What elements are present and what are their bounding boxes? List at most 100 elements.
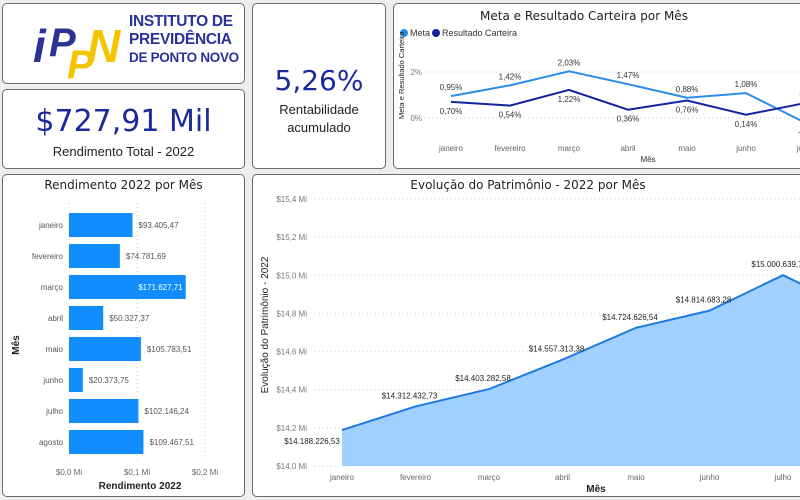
patrimonio-y-tick: $15,4 Mi: [276, 195, 307, 204]
patrimonio-data-label: $14.557.313,38: [529, 345, 585, 354]
rentabilidade-card[interactable]: 5,26% Rentabilidade acumulado: [252, 3, 386, 169]
bar-data-label: $50.327,37: [109, 314, 150, 323]
meta-data-label: -0,2: [798, 128, 800, 137]
meta-y-tick: 0%: [410, 114, 422, 123]
patrimonio-area-chart: Evolução do Patrimônio - 2022 Mês $14,0 …: [260, 195, 800, 495]
logo-letter-i: i: [33, 20, 47, 72]
patrimonio-x-tick: abril: [555, 473, 570, 482]
bar[interactable]: [69, 337, 141, 361]
patrimonio-data-label: $14.724.626,54: [602, 313, 658, 322]
logo-line-2: PREVIDÊNCIA: [129, 31, 232, 48]
bar-category-label: julho: [45, 407, 63, 416]
patrimonio-x-tick: janeiro: [329, 473, 355, 482]
bar-data-label: $105.783,51: [147, 345, 192, 354]
meta-y-axis-title: Meta e Resultado Carteira: [397, 31, 406, 119]
bar[interactable]: [69, 275, 186, 299]
logo-letter-p1: P: [49, 21, 76, 65]
bar-y-axis-title: Mês: [11, 335, 22, 355]
bar-x-axis-title: Rendimento 2022: [99, 481, 182, 492]
meta-data-label: 1,47%: [617, 71, 640, 80]
resultado-data-label: 0,14%: [735, 120, 758, 129]
patrimonio-x-tick: fevereiro: [400, 473, 432, 482]
patrimonio-x-tick: julho: [774, 473, 792, 482]
bar[interactable]: [69, 399, 139, 423]
resultado-series-line[interactable]: [450, 88, 800, 116]
patrimonio-x-tick: junho: [699, 473, 720, 482]
patrimonio-y-tick: $14,4 Mi: [276, 386, 307, 395]
bar-category-label: abril: [48, 314, 63, 323]
meta-x-axis-title: Mês: [640, 155, 655, 164]
rendimento-total-label: Rendimento Total - 2022: [52, 144, 195, 159]
logo-letter-n: N: [87, 20, 121, 72]
bar-category-label: maio: [46, 345, 64, 354]
bar-category-label: agosto: [39, 438, 64, 447]
meta-y-tick: 2%: [410, 68, 422, 77]
bar-x-tick: $0,0 Mi: [56, 468, 82, 477]
meta-x-tick: março: [558, 144, 581, 153]
bar[interactable]: [69, 213, 133, 237]
bar-data-label: $109.467,51: [149, 438, 194, 447]
logo-text: INSTITUTO DE PREVIDÊNCIA DE PONTO NOVO: [129, 13, 239, 67]
patrimonio-y-tick: $14,2 Mi: [276, 424, 307, 433]
patrimonio-y-axis-title: Evolução do Patrimônio - 2022: [260, 256, 271, 393]
meta-series-line[interactable]: [450, 70, 800, 122]
logo-line-3: DE PONTO NOVO: [129, 50, 239, 65]
legend-resultado-marker: [432, 29, 440, 37]
meta-x-tick: janeiro: [438, 144, 464, 153]
legend-meta-label: Meta: [410, 28, 430, 38]
meta-resultado-chart-card[interactable]: Meta e Resultado Carteira por Mês Meta R…: [393, 3, 800, 169]
patrimonio-data-label: $14.312.432,73: [382, 391, 438, 400]
bar-data-label: $102.146,24: [144, 407, 189, 416]
logo-letter-p2: P: [67, 43, 94, 84]
rendimento-bar-chart-card[interactable]: Rendimento 2022 por Mês Mês Rendimento 2…: [2, 174, 245, 497]
bar-category-label: março: [41, 283, 64, 292]
resultado-data-label: 1,22%: [558, 95, 581, 104]
rendimento-total-card[interactable]: $727,91 Mil Rendimento Total - 2022: [2, 89, 245, 169]
bar-data-label: $171.627,71: [138, 283, 183, 292]
bar-data-label: $74.781,69: [126, 252, 167, 261]
patrimonio-x-axis-title: Mês: [586, 484, 606, 495]
resultado-data-label: 0,76%: [676, 106, 699, 115]
meta-data-label: 1,08%: [735, 80, 758, 89]
bar[interactable]: [69, 368, 83, 392]
patrimonio-y-tick: $15,0 Mi: [276, 271, 307, 280]
ippn-logo: i P P N: [33, 20, 121, 84]
patrimonio-chart-card[interactable]: Evolução do Patrimônio - 2022 por Mês Ev…: [252, 174, 800, 497]
bar[interactable]: [69, 244, 120, 268]
rentabilidade-label-1: Rentabilidade: [279, 102, 359, 117]
bar-x-tick: $0,2 Mi: [192, 468, 218, 477]
patrimonio-x-tick: maio: [627, 473, 645, 482]
patrimonio-data-label: $14.403.282,58: [455, 374, 511, 383]
bar[interactable]: [69, 430, 144, 454]
logo-line-1: INSTITUTO DE: [129, 13, 233, 30]
logo-card: i P P N INSTITUTO DE PREVIDÊNCIA DE PONT…: [2, 3, 245, 84]
meta-x-tick: fevereiro: [494, 144, 526, 153]
patrimonio-x-tick: março: [478, 473, 501, 482]
rendimento-total-value: $727,91 Mil: [35, 104, 212, 139]
resultado-data-label: 0,36%: [617, 115, 640, 124]
rentabilidade-value: 5,26%: [274, 64, 364, 97]
bar[interactable]: [69, 306, 104, 330]
legend-meta-marker: [400, 29, 408, 37]
bar-category-label: fevereiro: [32, 252, 64, 261]
bar-category-label: janeiro: [38, 221, 64, 230]
patrimonio-data-label: $15.000.639,7: [751, 260, 800, 269]
bar-x-tick: $0,1 Mi: [124, 468, 150, 477]
patrimonio-data-label: $14.188.226,53: [284, 437, 340, 446]
legend-resultado-label: Resultado Carteira: [442, 28, 517, 38]
meta-data-label: 0,88%: [676, 85, 699, 94]
bar-data-label: $93.405,47: [139, 221, 180, 230]
patrimonio-y-tick: $15,2 Mi: [276, 233, 307, 242]
patrimonio-line[interactable]: [341, 274, 800, 432]
patrimonio-y-tick: $14,0 Mi: [276, 462, 307, 471]
bar-category-label: junho: [42, 376, 63, 385]
patrimonio-area: [342, 275, 800, 466]
patrimonio-y-tick: $14,8 Mi: [276, 309, 307, 318]
meta-x-tick: junho: [735, 144, 756, 153]
resultado-data-label: 0,54%: [499, 111, 522, 120]
meta-legend[interactable]: Meta Resultado Carteira: [400, 28, 517, 38]
patrimonio-data-label: $14.814.683,28: [676, 296, 732, 305]
meta-data-label: 0,95%: [440, 83, 463, 92]
bar-data-label: $20.373,75: [89, 376, 130, 385]
meta-data-label: 1,42%: [499, 72, 522, 81]
